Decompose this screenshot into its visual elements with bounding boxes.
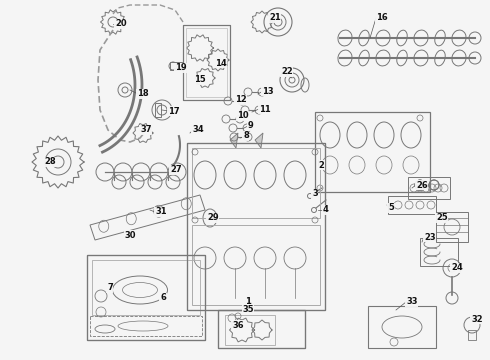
Bar (468, 330, 476, 340)
Text: 13: 13 (262, 86, 273, 95)
Bar (218, 310, 305, 348)
Text: 24: 24 (451, 264, 463, 273)
Text: 9: 9 (248, 122, 254, 130)
Bar (225, 315, 275, 345)
Text: 26: 26 (416, 180, 428, 189)
Text: 17: 17 (168, 107, 180, 116)
Bar (436, 212, 468, 242)
Text: 3: 3 (312, 189, 318, 198)
Bar (183, 25, 230, 100)
Text: 27: 27 (170, 166, 182, 175)
Bar (183, 25, 230, 100)
Bar (90, 316, 202, 336)
Text: 15: 15 (194, 76, 206, 85)
Text: 18: 18 (137, 90, 148, 99)
Bar (187, 143, 325, 310)
Polygon shape (255, 133, 263, 148)
Text: 10: 10 (237, 112, 248, 121)
Bar (192, 148, 320, 218)
Text: 28: 28 (44, 158, 56, 166)
Bar (368, 306, 436, 348)
Text: 6: 6 (160, 293, 166, 302)
Text: 31: 31 (155, 207, 167, 216)
Text: 21: 21 (269, 13, 281, 22)
Bar (155, 103, 161, 117)
Text: 37: 37 (140, 126, 151, 135)
Text: 12: 12 (235, 95, 247, 104)
Text: 30: 30 (124, 230, 136, 239)
Bar (186, 28, 227, 97)
Bar (87, 255, 205, 340)
Bar (408, 177, 450, 199)
Text: 7: 7 (107, 284, 113, 292)
Text: 34: 34 (192, 126, 204, 135)
Text: 33: 33 (406, 297, 417, 306)
Text: 22: 22 (281, 68, 293, 77)
Text: 19: 19 (175, 63, 187, 72)
Text: 29: 29 (207, 213, 219, 222)
Text: 20: 20 (115, 19, 126, 28)
Text: 11: 11 (259, 104, 271, 113)
Text: 16: 16 (376, 13, 388, 22)
Text: 14: 14 (215, 58, 227, 68)
Bar (92, 260, 200, 315)
Text: 4: 4 (323, 206, 329, 215)
Bar (192, 225, 320, 305)
Bar (388, 196, 436, 214)
Bar (420, 238, 458, 266)
Bar (218, 310, 305, 348)
Text: 23: 23 (424, 233, 436, 242)
Bar (187, 143, 325, 310)
Bar (315, 112, 430, 192)
Text: 36: 36 (232, 320, 244, 329)
Text: 32: 32 (471, 315, 483, 324)
Bar (170, 62, 182, 70)
Bar (87, 255, 205, 340)
Text: 25: 25 (436, 213, 448, 222)
Text: 5: 5 (388, 203, 394, 212)
Text: 35: 35 (242, 306, 254, 315)
Polygon shape (230, 133, 238, 148)
Text: 2: 2 (318, 161, 324, 170)
Text: 1: 1 (245, 297, 251, 306)
Text: 8: 8 (243, 131, 249, 140)
